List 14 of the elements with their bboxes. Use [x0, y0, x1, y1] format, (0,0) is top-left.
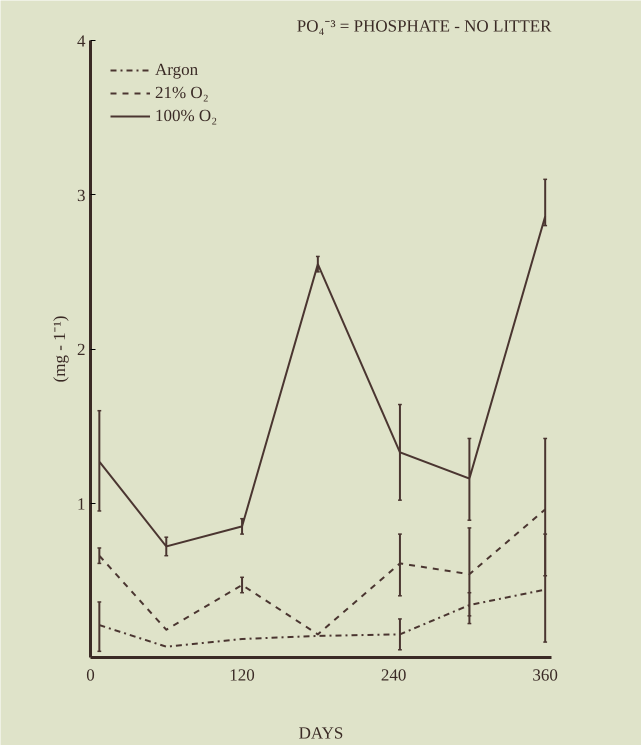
legend-label: 100% O₂ — [155, 106, 218, 126]
chart-title: PO₄⁻³ = PHOSPHATE - NO LITTER — [296, 16, 552, 36]
x-tick-label: 120 — [229, 666, 255, 684]
legend-label: Argon — [155, 60, 198, 80]
x-tick-label: 0 — [86, 666, 95, 684]
x-axis-title: DAYS — [298, 724, 344, 742]
y-axis-title: (mg - 1⁻¹) — [50, 316, 69, 382]
legend-label: 21% O₂ — [155, 83, 209, 103]
y-tick-label: 2 — [77, 340, 86, 359]
x-tick-label: 360 — [532, 666, 558, 684]
x-tick-label: 240 — [380, 666, 406, 684]
y-tick-label: 4 — [77, 32, 86, 50]
y-tick-label: 3 — [77, 186, 86, 205]
y-tick-label: 1 — [77, 494, 86, 514]
